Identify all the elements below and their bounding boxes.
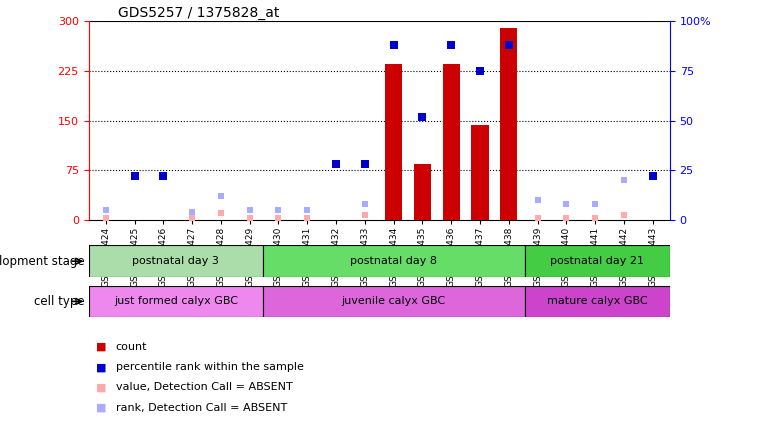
Bar — [443, 64, 460, 220]
Text: postnatal day 8: postnatal day 8 — [350, 256, 437, 266]
Text: ■: ■ — [96, 403, 107, 413]
Text: cell type: cell type — [34, 295, 85, 308]
Text: count: count — [116, 342, 147, 352]
Text: mature calyx GBC: mature calyx GBC — [547, 297, 648, 306]
Text: ■: ■ — [96, 382, 107, 393]
Text: value, Detection Call = ABSENT: value, Detection Call = ABSENT — [116, 382, 293, 393]
Bar — [471, 125, 489, 220]
Text: just formed calyx GBC: just formed calyx GBC — [114, 297, 238, 306]
Bar — [89, 245, 263, 277]
Text: ■: ■ — [96, 362, 107, 372]
Text: ■: ■ — [96, 342, 107, 352]
Text: development stage: development stage — [0, 255, 85, 268]
Text: percentile rank within the sample: percentile rank within the sample — [116, 362, 303, 372]
Text: GDS5257 / 1375828_at: GDS5257 / 1375828_at — [118, 6, 279, 20]
Bar — [89, 286, 263, 317]
Bar — [385, 64, 402, 220]
Text: postnatal day 3: postnatal day 3 — [132, 256, 219, 266]
Text: rank, Detection Call = ABSENT: rank, Detection Call = ABSENT — [116, 403, 286, 413]
Bar — [263, 245, 524, 277]
Bar — [413, 164, 431, 220]
Bar — [524, 286, 670, 317]
Text: postnatal day 21: postnatal day 21 — [551, 256, 644, 266]
Bar — [263, 286, 524, 317]
Text: juvenile calyx GBC: juvenile calyx GBC — [342, 297, 446, 306]
Bar — [500, 28, 517, 220]
Bar — [524, 245, 670, 277]
